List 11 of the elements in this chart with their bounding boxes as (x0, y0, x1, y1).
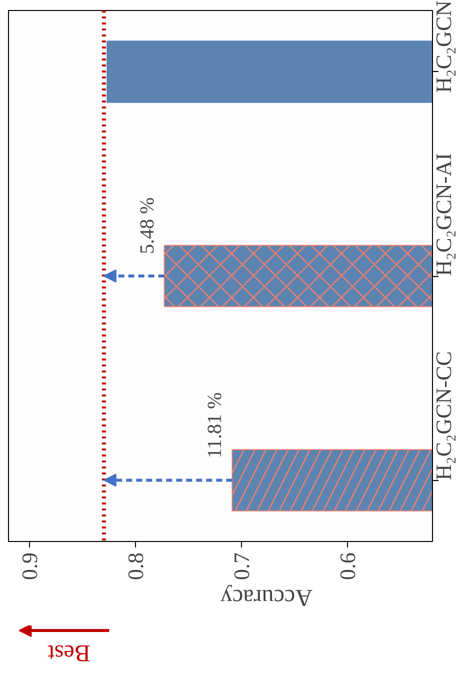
y-tick-label: H₂C₂GCN-CC (431, 351, 456, 480)
annotation: 11.81 % (204, 392, 226, 458)
x-tick-label: 0.8 (123, 552, 148, 580)
annotation: 5.48 % (136, 197, 158, 254)
x-axis-title: Accuracy (220, 584, 312, 610)
y-tick-label: H₂C₂GCN (431, 0, 456, 93)
x-tick-label: 0.6 (335, 552, 360, 580)
x-tick-label: 0.9 (17, 552, 42, 580)
x-tick-label: 0.7 (229, 552, 254, 580)
y-tick-label: H₂C₂GCN-AI (431, 153, 456, 276)
text: Best (47, 640, 90, 666)
